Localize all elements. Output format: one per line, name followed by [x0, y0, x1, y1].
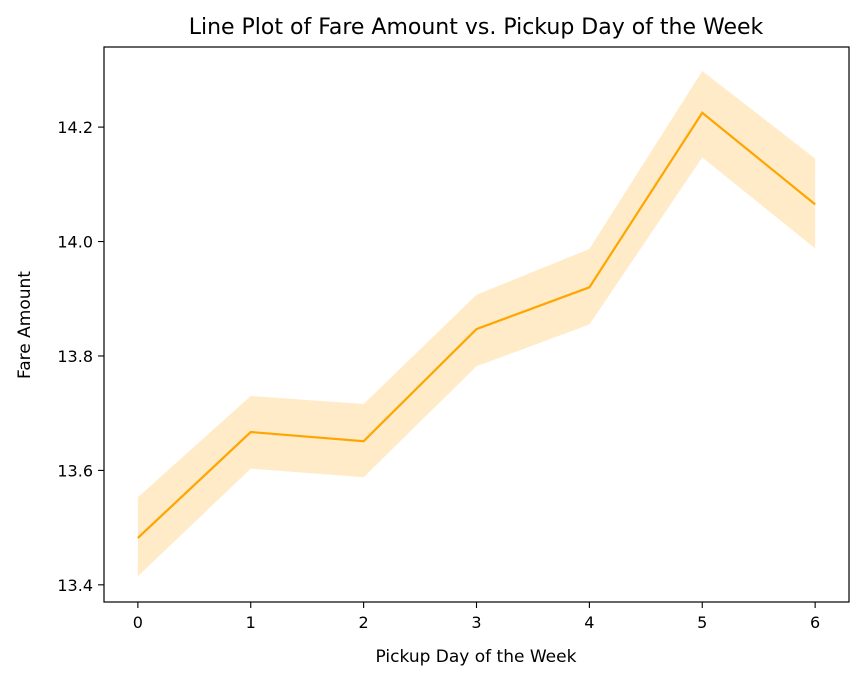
x-tick-label: 3: [471, 613, 481, 632]
x-tick-label: 1: [246, 613, 256, 632]
x-axis-label: Pickup Day of the Week: [376, 647, 577, 667]
x-tick-label: 4: [584, 613, 594, 632]
y-tick-label: 13.6: [57, 461, 93, 480]
y-tick-label: 13.4: [57, 576, 93, 595]
y-tick-label: 14.0: [57, 233, 93, 252]
x-tick-label: 2: [359, 613, 369, 632]
x-tick-label: 5: [697, 613, 707, 632]
y-axis-label: Fare Amount: [15, 271, 35, 379]
y-tick-label: 14.2: [57, 118, 93, 137]
y-tick-label: 13.8: [57, 347, 93, 366]
x-axis: 0 1 2 3 4 5 6: [133, 602, 820, 632]
plot-area: [138, 71, 815, 576]
chart-title: Line Plot of Fare Amount vs. Pickup Day …: [189, 15, 764, 40]
y-axis: 13.4 13.6 13.8 14.0 14.2: [57, 118, 104, 595]
x-tick-label: 0: [133, 613, 143, 632]
x-tick-label: 6: [810, 613, 820, 632]
confidence-band: [138, 71, 815, 576]
